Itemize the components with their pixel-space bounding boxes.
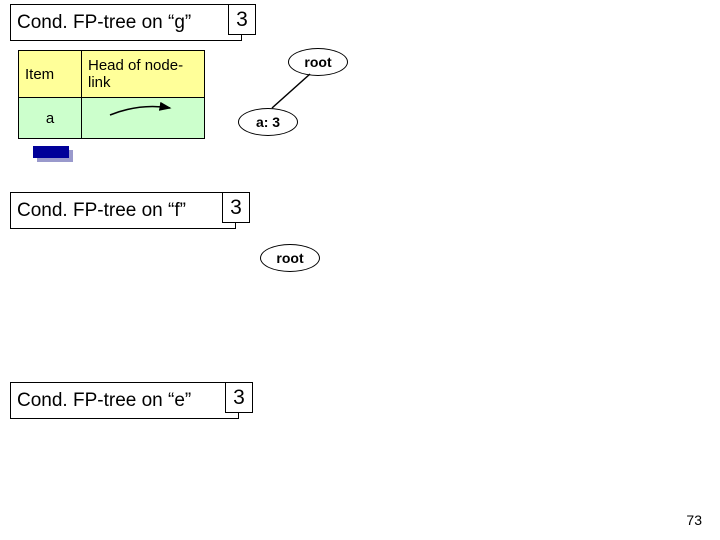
cell-link-a [82, 98, 205, 139]
header-table-g: Item Head of node-link a [18, 50, 205, 139]
count-e: 3 [225, 382, 253, 413]
title-g: Cond. FP-tree on “g” [10, 4, 242, 41]
header-nodelink: Head of node-link [82, 51, 205, 98]
cell-item-a: a [19, 98, 82, 139]
a-node-g: a: 3 [238, 108, 298, 136]
count-g: 3 [228, 4, 256, 35]
count-f: 3 [222, 192, 250, 223]
bullet-bar [33, 146, 69, 158]
root-node-g: root [288, 48, 348, 76]
page-number: 73 [686, 512, 702, 528]
title-f: Cond. FP-tree on “f” [10, 192, 236, 229]
header-item: Item [19, 51, 82, 98]
title-e: Cond. FP-tree on “e” [10, 382, 239, 419]
tree-edge-g [272, 74, 310, 108]
root-node-f: root [260, 244, 320, 272]
